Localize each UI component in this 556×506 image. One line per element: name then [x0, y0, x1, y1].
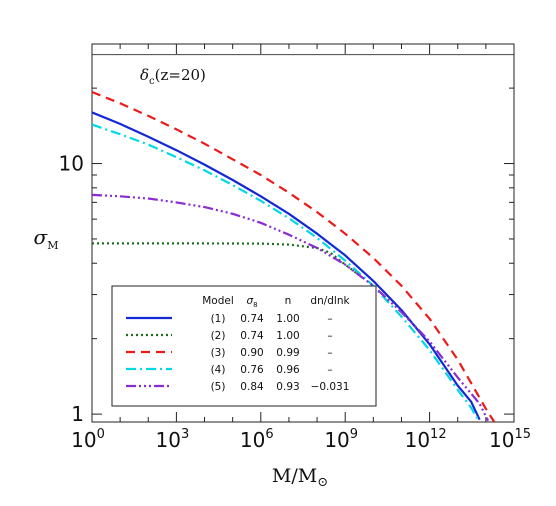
- legend-cell: 0.74: [240, 330, 264, 342]
- legend-cell: 0.84: [240, 381, 264, 393]
- x-tick-label-base: 10: [324, 428, 349, 452]
- x-tick-label-base: 10: [240, 428, 265, 452]
- legend-cell: 0.74: [240, 313, 264, 325]
- series-line-3: [92, 90, 496, 422]
- legend-cell: (4): [211, 364, 226, 376]
- x-tick-label-exponent: 9: [350, 427, 358, 442]
- x-tick-label: 109: [324, 427, 358, 452]
- legend-cell: 0.93: [276, 381, 299, 393]
- y-axis-title: σM: [34, 225, 59, 252]
- legend-header: dn/dlnk: [310, 295, 350, 307]
- legend-cell: −0.031: [311, 381, 350, 393]
- x-tick-label-exponent: 15: [514, 427, 531, 442]
- x-tick-label: 103: [156, 427, 190, 452]
- legend-header-sigma: σ: [246, 295, 253, 307]
- series-line-2: [92, 242, 360, 276]
- legend-header: σ8: [246, 295, 257, 309]
- legend-cell: –: [327, 330, 332, 342]
- legend-cell: 0.90: [240, 347, 263, 359]
- x-tick-labels: 100 103 106 109 1012 1015: [71, 427, 531, 452]
- x-axis-title-sun-subscript: ⊙: [317, 475, 328, 490]
- x-tick-label-exponent: 0: [97, 427, 105, 442]
- y-tick-labels: 1 10: [59, 152, 84, 427]
- x-tick-label-base: 10: [405, 428, 430, 452]
- reference-line-label: δc(z=20): [140, 66, 206, 87]
- series-line-5: [92, 193, 490, 422]
- x-tick-label-exponent: 12: [430, 427, 447, 442]
- x-tick-label: 1015: [489, 427, 531, 452]
- series-line-1: [92, 111, 481, 421]
- legend-cell: 1.00: [276, 313, 299, 325]
- x-tick-label-base: 10: [489, 428, 514, 452]
- legend-cell: (2): [211, 330, 226, 342]
- x-tick-label-exponent: 3: [181, 427, 189, 442]
- y-axis-title-subscript: M: [47, 239, 58, 252]
- legend-cell: 0.76: [240, 364, 264, 376]
- plot-frame: [91, 43, 515, 423]
- legend-cell: 1.00: [276, 330, 299, 342]
- legend-cell: (3): [211, 347, 226, 359]
- legend-cell: –: [327, 347, 332, 359]
- reference-line-label-main: δ: [140, 66, 149, 84]
- legend-cell: –: [327, 364, 332, 376]
- legend-header-sigma-sub: 8: [253, 301, 257, 309]
- legend: Model σ8 n dn/dlnk(1) 0.74 1.00 –(2) 0.74 1.00 –(…: [111, 285, 377, 407]
- legend-cell: (5): [211, 381, 226, 393]
- legend-cell: (1): [211, 313, 226, 325]
- x-tick-label: 100: [71, 427, 105, 452]
- axis-ticks: [91, 43, 515, 422]
- legend-cell: 0.96: [276, 364, 300, 376]
- reference-line-label-sub: c: [149, 76, 155, 87]
- x-tick-label-base: 10: [156, 428, 181, 452]
- y-tick-label: 10: [59, 152, 84, 176]
- series-lines: [92, 90, 496, 422]
- legend-header: n: [285, 295, 292, 307]
- x-tick-label: 1012: [405, 427, 447, 452]
- series-line-4: [92, 123, 479, 420]
- x-tick-label: 106: [240, 427, 274, 452]
- y-tick-label: 1: [71, 402, 84, 426]
- legend-cell: –: [327, 313, 332, 325]
- reference-line-label-rest: (z=20): [155, 66, 206, 84]
- x-tick-label-base: 10: [71, 428, 96, 452]
- x-tick-label-exponent: 6: [265, 427, 273, 442]
- x-axis-title: M/M⊙: [272, 465, 328, 490]
- legend-cell: 0.99: [276, 347, 299, 359]
- legend-header: Model: [202, 295, 234, 307]
